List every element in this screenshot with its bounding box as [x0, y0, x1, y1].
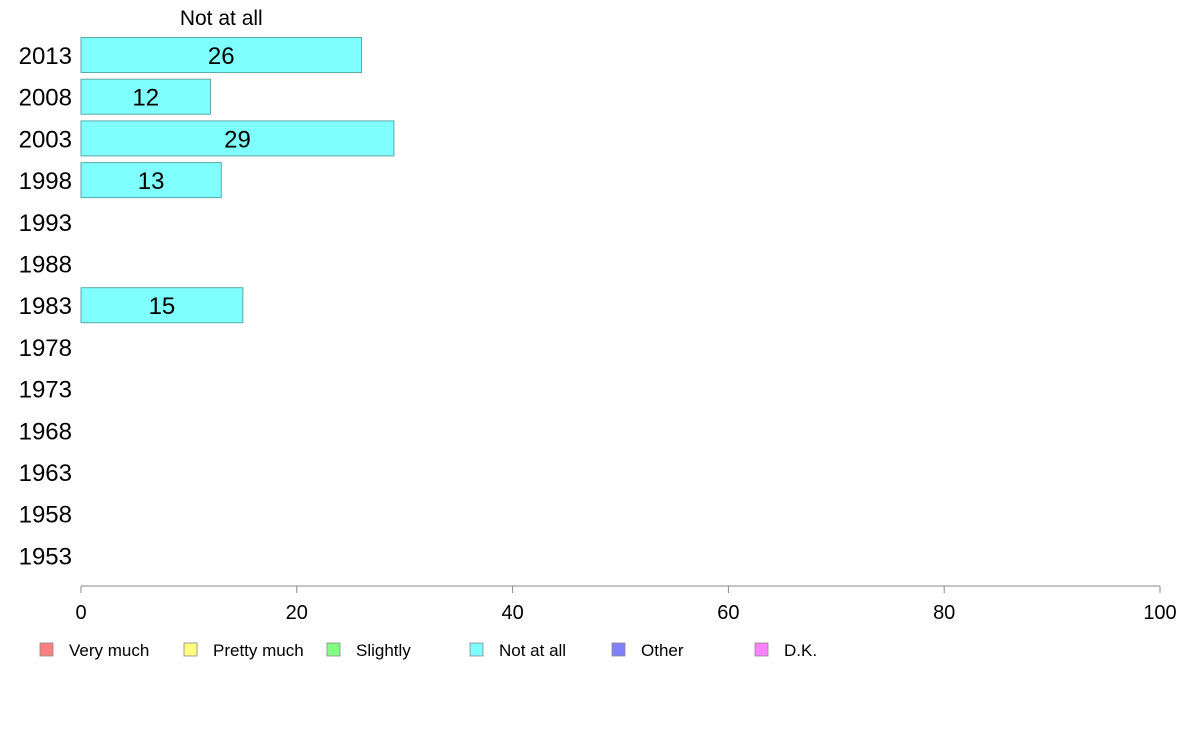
bar-1998-not-at-all [80, 162, 222, 199]
x-axis: 0 20 40 60 80 100 [75, 585, 1177, 624]
year-label-1963: 1963 [19, 460, 72, 487]
legend-swatch-slightly [326, 642, 341, 657]
bar-value-label-2008: 12 [132, 85, 159, 112]
year-label-2008: 2008 [19, 85, 72, 112]
year-label-1973: 1973 [19, 377, 72, 404]
year-label-1993: 1993 [19, 210, 72, 237]
bar-1983-not-at-all [80, 287, 244, 324]
year-label-1968: 1968 [19, 418, 72, 445]
bar-2008-not-at-all [80, 78, 211, 115]
legend-swatch-other [611, 642, 626, 657]
bar-value-label-2013: 26 [208, 43, 235, 70]
legend-label-slightly: Slightly [356, 641, 411, 660]
year-labels: 2013 2008 2003 1998 1993 1988 1983 1978 1973 1968… [19, 43, 72, 570]
x-tick-label-0: 0 [75, 602, 86, 624]
bar-value-label-1998: 13 [138, 168, 165, 195]
year-label-1983: 1983 [19, 293, 72, 320]
legend-label-d-k: D.K. [784, 641, 817, 660]
year-label-1953: 1953 [19, 543, 72, 570]
bar-value-label-1983: 15 [149, 293, 176, 320]
x-tick-label-40: 40 [501, 602, 523, 624]
bar-2013-not-at-all [80, 37, 363, 73]
legend-swatch-very-much [39, 642, 54, 657]
bar-value-label-2003: 29 [224, 126, 251, 153]
column-header: Not at all [180, 7, 263, 30]
x-tick-label-60: 60 [717, 602, 739, 624]
x-tick-label-80: 80 [933, 602, 955, 624]
legend: Very much Pretty much Slightly Not at all Ot… [39, 641, 817, 660]
legend-swatch-not-at-all [469, 642, 484, 657]
year-label-2003: 2003 [19, 126, 72, 153]
bar-value-labels: 26 12 29 13 15 [132, 43, 250, 320]
year-label-1958: 1958 [19, 502, 72, 529]
legend-swatch-d-k [754, 642, 769, 657]
x-tick-label-100: 100 [1143, 602, 1176, 624]
bar-2003-not-at-all [80, 120, 395, 157]
year-label-1998: 1998 [19, 168, 72, 195]
legend-label-other: Other [641, 641, 684, 660]
year-label-2013: 2013 [19, 43, 72, 70]
legend-label-not-at-all: Not at all [499, 641, 566, 660]
x-tick-label-20: 20 [286, 602, 308, 624]
year-label-1988: 1988 [19, 252, 72, 279]
year-label-1978: 1978 [19, 335, 72, 362]
legend-label-very-much: Very much [69, 641, 149, 660]
legend-swatch-pretty-much [183, 642, 198, 657]
legend-label-pretty-much: Pretty much [213, 641, 304, 660]
bars [80, 37, 395, 324]
